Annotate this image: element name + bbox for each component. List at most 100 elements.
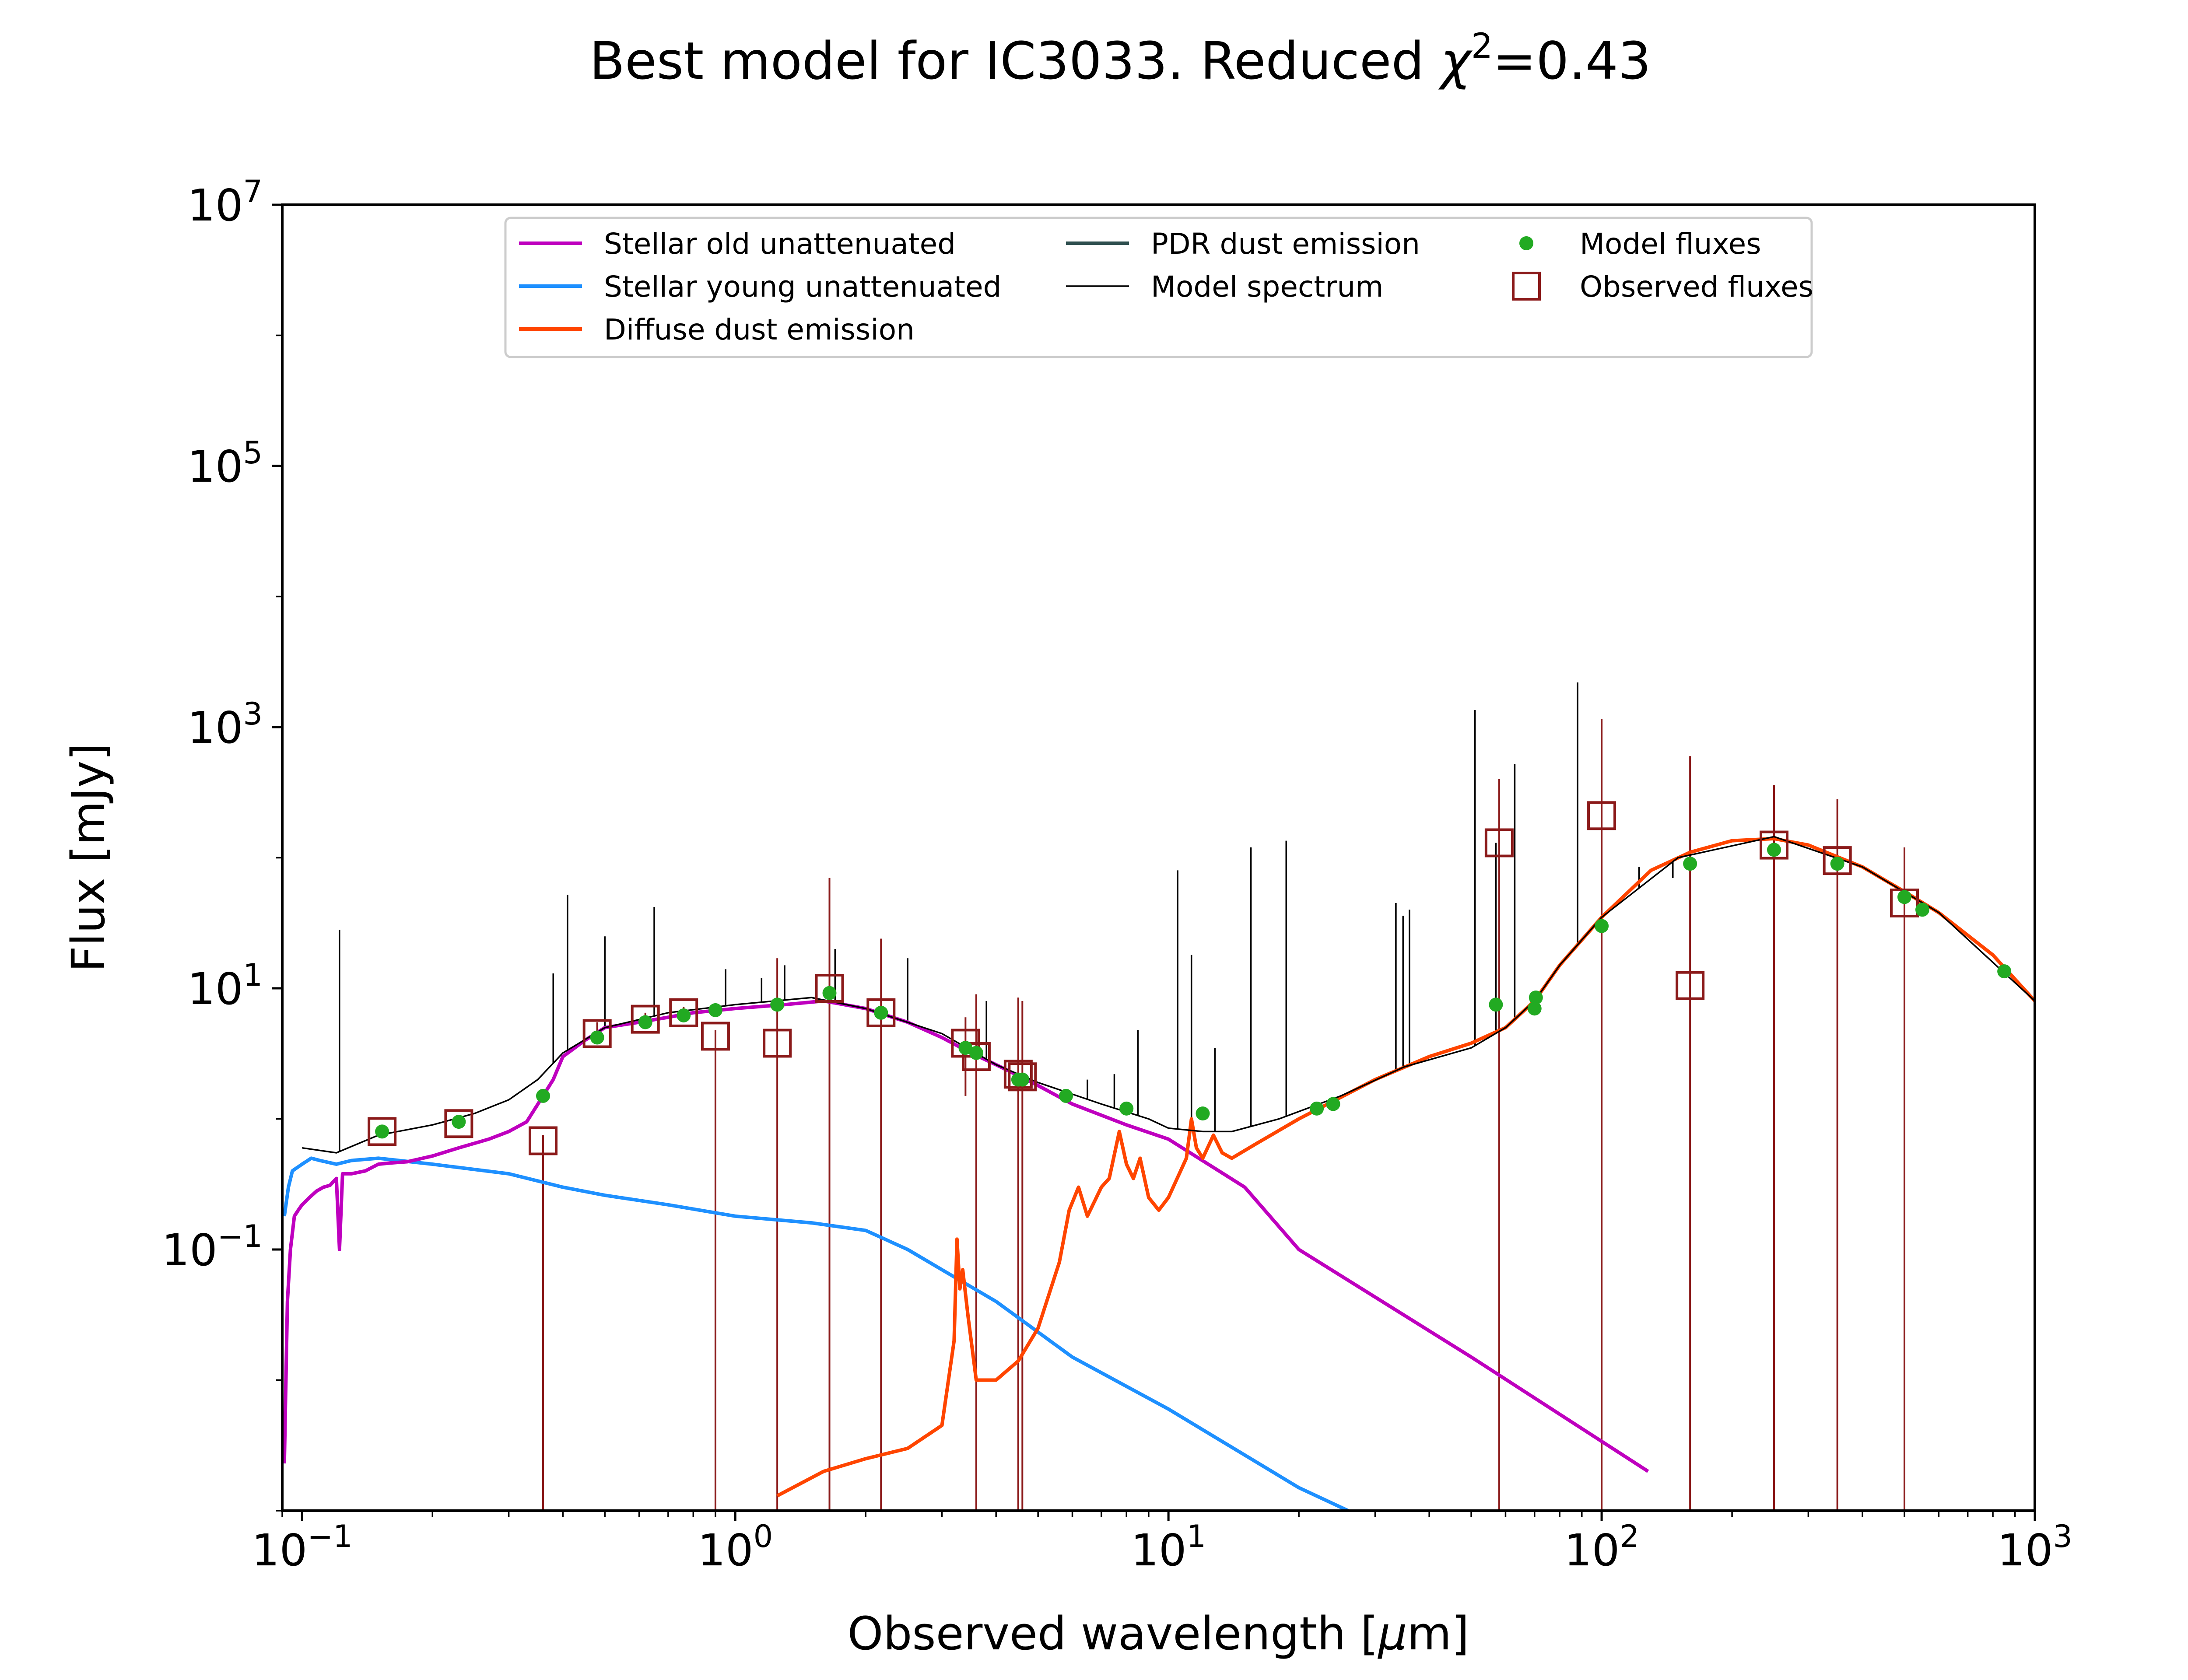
x-tick-label-2: 101 (1131, 1519, 1206, 1576)
legend-item-pdr-dust-emission: PDR dust emission (1066, 227, 1420, 261)
model-flux-point-28 (1997, 964, 2012, 979)
x-tick-exp: −1 (307, 1519, 352, 1554)
legend-item-diffuse-dust-emission: Diffuse dust emission (519, 313, 915, 346)
chart-title: Best model for IC3033. Reduced χ2=0.43 (589, 27, 1651, 91)
model-flux-point-10 (958, 1041, 973, 1055)
y-tick-label-3: 105 (187, 435, 263, 492)
y-tick-exp: 5 (243, 435, 263, 471)
model-flux-point-25 (1830, 857, 1844, 871)
observed-flux-marker-9 (866, 998, 896, 1027)
observed-flux-marker-5 (669, 998, 698, 1027)
observed-flux-marker-15 (1587, 801, 1616, 830)
y-tick-base: 10 (187, 180, 243, 231)
series-line-diffuse-dust-emission (776, 836, 2035, 1498)
model-flux-point-21 (1529, 990, 1543, 1005)
legend-item-model-spectrum: Model spectrum (1066, 270, 1383, 304)
observed-flux-marker-6 (701, 1022, 730, 1051)
model-flux-point-23 (1683, 857, 1697, 871)
y-axis-label: Flux [mJy] (62, 743, 115, 972)
legend-item-stellar-old-unattenuated: Stellar old unattenuated (519, 227, 956, 261)
x-axis-label-suffix: m] (1407, 1607, 1469, 1660)
legend-item-observed-fluxes-label: Observed fluxes (1580, 270, 1813, 304)
legend-item-stellar-young-unattenuated-label: Stellar young unattenuated (604, 270, 1002, 304)
observed-flux-marker-11 (961, 1042, 991, 1071)
observed-flux-marker-0 (368, 1117, 397, 1146)
model-flux-point-15 (1119, 1101, 1134, 1116)
model-flux-point-27 (1915, 903, 1929, 917)
chart-title-prefix: Best model for IC3033. Reduced (589, 31, 1441, 91)
x-tick-base: 10 (1997, 1525, 2053, 1576)
legend-item-stellar-young-unattenuated: Stellar young unattenuated (519, 270, 1002, 304)
x-tick-label-0: 10−1 (252, 1519, 352, 1576)
model-flux-point-19 (1489, 998, 1503, 1012)
model-flux-point-17 (1310, 1101, 1324, 1116)
observed-flux-marker-14 (1484, 828, 1514, 858)
x-axis-label-prefix: Observed wavelength [ (848, 1607, 1378, 1660)
observed-flux-marker-13 (1008, 1062, 1037, 1092)
observed-flux-marker-4 (631, 1004, 660, 1034)
model-flux-point-11 (969, 1046, 983, 1060)
model-flux-point-2 (536, 1088, 550, 1103)
x-tick-exp: 2 (1620, 1519, 1639, 1554)
x-tick-base: 10 (1131, 1525, 1186, 1576)
model-flux-point-6 (708, 1003, 722, 1017)
model-flux-point-24 (1767, 843, 1781, 857)
legend-item-model-fluxes: Model fluxes (1519, 227, 1761, 261)
chart-title-exp: 2 (1471, 27, 1493, 66)
x-tick-base: 10 (1564, 1525, 1620, 1576)
legend-item-stellar-old-unattenuated-label: Stellar old unattenuated (604, 227, 956, 261)
model-flux-point-4 (638, 1015, 652, 1029)
legend: Stellar old unattenuated Stellar young un… (504, 217, 1813, 358)
legend-box (504, 217, 1813, 358)
series-line-model-spectrum (302, 836, 2035, 1154)
model-flux-point-26 (1897, 890, 1912, 904)
x-tick-exp: 0 (754, 1519, 773, 1554)
observed-flux-marker-17 (1760, 830, 1789, 860)
chart-title-suffix: =0.43 (1493, 31, 1651, 91)
x-axis-label: Observed wavelength [μm] (848, 1607, 1469, 1660)
chart-title-chi: χ (1438, 31, 1473, 91)
legend-item-diffuse-dust-emission-label: Diffuse dust emission (604, 313, 915, 346)
y-tick-base: 10 (187, 702, 243, 753)
observed-flux-marker-2 (528, 1126, 558, 1155)
model-flux-point-1 (452, 1115, 466, 1129)
observed-flux-marker-1 (444, 1109, 473, 1138)
y-tick-label-1: 101 (187, 957, 263, 1015)
x-axis-label-mu: μ (1377, 1607, 1407, 1660)
y-tick-exp: 7 (243, 174, 263, 210)
x-tick-base: 10 (252, 1525, 307, 1576)
model-flux-point-0 (375, 1124, 389, 1139)
x-tick-label-1: 100 (698, 1519, 773, 1576)
model-flux-point-9 (874, 1005, 888, 1020)
legend-item-model-fluxes-swatch (1519, 236, 1533, 250)
x-tick-exp: 1 (1186, 1519, 1206, 1554)
model-flux-point-20 (1527, 1001, 1542, 1016)
series-line-stellar-young-unattenuated (282, 1156, 1349, 1511)
observed-flux-marker-8 (815, 974, 844, 1003)
y-tick-label-0: 10−1 (162, 1218, 263, 1276)
plot-area (282, 682, 2035, 1511)
model-flux-point-18 (1326, 1097, 1340, 1111)
y-tick-exp: 1 (243, 957, 263, 993)
x-tick-base: 10 (698, 1525, 753, 1576)
y-tick-base: 10 (187, 441, 243, 492)
model-flux-point-7 (770, 998, 785, 1012)
y-tick-label-2: 103 (187, 696, 263, 753)
y-tick-exp: −1 (217, 1218, 263, 1254)
model-flux-point-5 (677, 1008, 691, 1022)
model-flux-point-14 (1059, 1088, 1073, 1103)
legend-item-observed-fluxes-swatch (1512, 272, 1541, 301)
plot-content (282, 682, 2035, 1511)
legend-item-model-spectrum-label: Model spectrum (1151, 270, 1383, 304)
y-tick-base: 10 (187, 963, 243, 1015)
y-tick-label-4: 107 (187, 174, 263, 231)
observed-flux-marker-18 (1823, 846, 1852, 875)
model-flux-point-22 (1595, 919, 1609, 933)
observed-flux-marker-19 (1890, 889, 1919, 918)
y-tick-base: 10 (162, 1225, 217, 1276)
model-flux-point-3 (590, 1030, 604, 1045)
model-flux-point-8 (822, 986, 837, 1000)
x-tick-exp: 3 (2053, 1519, 2072, 1554)
